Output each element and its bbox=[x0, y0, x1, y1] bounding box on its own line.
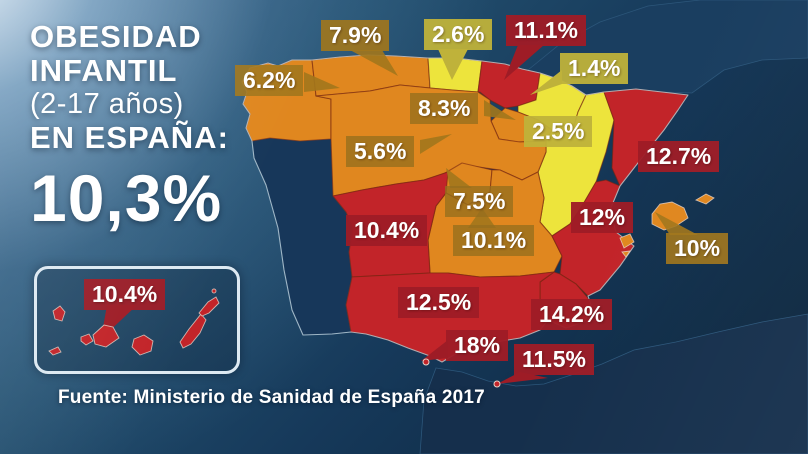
island-mallorca bbox=[651, 201, 689, 231]
national-average-value: 10,3% bbox=[30, 161, 223, 235]
title-line-3: (2-17 años) bbox=[30, 88, 184, 120]
island-gran-canaria bbox=[131, 334, 154, 356]
canary-islands-inset bbox=[34, 266, 240, 374]
island-tenerife bbox=[92, 324, 120, 348]
pointer-castilla-la-mancha bbox=[468, 208, 496, 228]
africa-landmass bbox=[419, 313, 808, 454]
label-valencia: 12% bbox=[571, 202, 634, 233]
label-extremadura: 10.4% bbox=[346, 215, 428, 246]
label-navarra: 1.4% bbox=[560, 53, 629, 84]
island-la-gomera bbox=[80, 333, 94, 346]
label-galicia: 6.2% bbox=[235, 65, 304, 96]
pointer-asturias bbox=[350, 50, 398, 76]
coastline-outline bbox=[241, 54, 689, 363]
label-la-rioja: 8.3% bbox=[410, 93, 479, 124]
pointer-cantabria bbox=[438, 49, 468, 80]
title-block: OBESIDAD INFANTIL (2-17 años) EN ESPAÑA:… bbox=[30, 19, 229, 235]
label-cataluna: 12.7% bbox=[638, 141, 720, 172]
label-cantabria: 2.6% bbox=[424, 19, 493, 50]
island-el-hierro bbox=[48, 346, 62, 356]
region-melilla-dot bbox=[493, 380, 501, 388]
title-line-4: EN ESPAÑA: bbox=[30, 120, 229, 155]
label-canarias: 10.4% bbox=[84, 279, 166, 310]
label-asturias: 7.9% bbox=[321, 20, 390, 51]
title-line-1: OBESIDAD bbox=[30, 19, 202, 54]
pointer-melilla bbox=[497, 372, 548, 384]
canary-islands-map bbox=[48, 288, 220, 356]
pointer-pais-vasco bbox=[504, 45, 544, 80]
label-aragon: 2.5% bbox=[524, 116, 593, 147]
pointer-madrid bbox=[446, 168, 472, 188]
island-la-graciosa bbox=[211, 288, 217, 294]
pointer-galicia bbox=[304, 72, 340, 92]
pointer-navarra bbox=[530, 70, 562, 95]
island-lanzarote bbox=[198, 296, 220, 317]
title-line-2: INFANTIL bbox=[30, 53, 178, 88]
island-formentera bbox=[621, 250, 631, 258]
label-pais-vasco: 11.1% bbox=[506, 15, 586, 46]
island-la-palma bbox=[52, 305, 66, 322]
region-ceuta-dot bbox=[422, 358, 430, 366]
island-ibiza bbox=[619, 233, 635, 249]
label-baleares: 10% bbox=[666, 233, 729, 264]
pointer-castilla-y-leon bbox=[420, 134, 452, 154]
island-menorca bbox=[694, 193, 715, 205]
label-melilla: 11.5% bbox=[514, 344, 594, 375]
pointer-ceuta bbox=[421, 340, 448, 361]
source-attribution: Fuente: Ministerio de Sanidad de España … bbox=[58, 387, 485, 408]
label-murcia: 14.2% bbox=[531, 299, 613, 330]
label-castilla-la-mancha: 10.1% bbox=[453, 225, 535, 256]
label-andalucia: 12.5% bbox=[398, 287, 480, 318]
label-castilla-y-leon: 5.6% bbox=[346, 136, 415, 167]
label-madrid: 7.5% bbox=[445, 186, 514, 217]
label-ceuta: 18% bbox=[446, 330, 509, 361]
island-fuerteventura bbox=[179, 313, 207, 349]
pointer-baleares bbox=[655, 212, 698, 235]
pointer-la-rioja bbox=[484, 100, 516, 120]
